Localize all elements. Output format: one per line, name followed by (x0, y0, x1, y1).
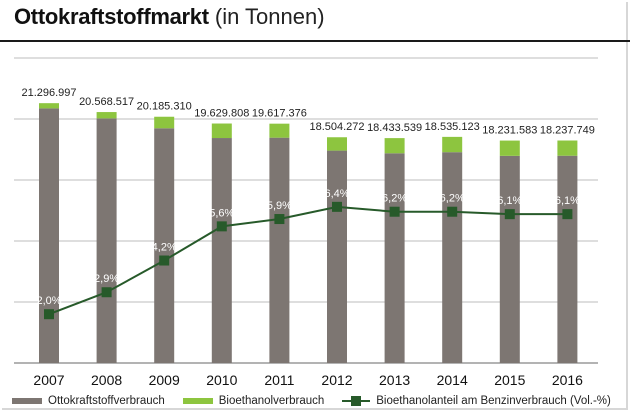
share-marker-2009 (159, 255, 170, 266)
total-label-2013: 18.433.539 (367, 122, 422, 134)
bar-fossil-2016 (557, 155, 578, 363)
share-marker-2013 (389, 206, 400, 217)
total-label-2016: 18.237.749 (540, 124, 595, 136)
bar-fossil-2008 (96, 118, 117, 363)
bar-fossil-2013 (384, 153, 405, 363)
legend-label-fossil: Ottokraftstoffverbrauch (48, 395, 165, 407)
bar-bio-2007 (39, 103, 59, 109)
share-label-2015: 6,1% (497, 195, 522, 207)
bar-bio-2012 (327, 137, 347, 151)
x-tick-label-2016: 2016 (552, 372, 583, 388)
legend-label-share: Bioethanolanteil am Benzinverbrauch (Vol… (376, 395, 611, 407)
total-label-2009: 20.185.310 (137, 101, 192, 113)
legend-item-fossil: Ottokraftstoffverbrauch (12, 395, 165, 407)
share-label-2011: 5,9% (267, 200, 292, 212)
bar-fossil-2009 (154, 128, 175, 363)
x-tick-label-2008: 2008 (91, 372, 122, 388)
share-marker-2012 (332, 201, 342, 212)
share-marker-2011 (274, 214, 285, 225)
x-tick-label-2013: 2013 (379, 372, 410, 388)
share-marker-2016 (562, 209, 573, 220)
total-label-2015: 18.231.583 (482, 125, 537, 137)
legend-item-share: Bioethanolanteil am Benzinverbrauch (Vol… (342, 395, 611, 407)
total-label-2010: 19.629.808 (194, 108, 249, 120)
bar-fossil-2007 (39, 108, 59, 363)
share-label-2012: 6,4% (324, 188, 349, 200)
share-label-2008: 2,9% (94, 273, 119, 285)
x-tick-label-2015: 2015 (494, 372, 525, 388)
legend-label-bio: Bioethanolverbrauch (218, 395, 325, 407)
x-tick-label-2014: 2014 (437, 372, 468, 388)
bar-bio-2013 (384, 138, 405, 154)
bar-bio-2009 (154, 116, 175, 129)
share-marker-2015 (504, 209, 515, 220)
share-label-2010: 5,6% (209, 207, 234, 219)
share-label-2009: 4,2% (152, 242, 177, 254)
total-label-2007: 21.296.997 (21, 87, 76, 99)
bar-fossil-2015 (499, 155, 520, 363)
x-tick-label-2007: 2007 (33, 372, 64, 388)
bar-bio-2015 (499, 140, 520, 156)
legend-swatch-share (342, 396, 371, 406)
bar-bio-2010 (211, 123, 232, 139)
x-tick-label-2010: 2010 (206, 372, 237, 388)
chart-title-main: Ottokraftstoffmarkt (14, 4, 209, 29)
share-label-2014: 6,2% (440, 193, 465, 205)
bar-bio-2016 (557, 140, 578, 156)
bar-fossil-2010 (211, 138, 232, 363)
bar-bio-2011 (269, 123, 290, 138)
title-divider (0, 40, 630, 42)
total-label-2014: 18.535.123 (425, 121, 480, 133)
share-marker-2007 (44, 309, 54, 320)
chart-title-unit: (in Tonnen) (214, 4, 325, 29)
legend-swatch-bio (182, 398, 213, 404)
bar-bio-2008 (96, 112, 117, 119)
share-label-2016: 6,1% (555, 195, 580, 207)
share-line (48, 205, 568, 316)
chart-legend: Ottokraftstoffverbrauch Bioethanolverbra… (12, 392, 629, 410)
total-label-2012: 18.504.272 (309, 121, 364, 133)
bar-fossil-2011 (269, 137, 290, 363)
share-label-2007: 2,0% (36, 295, 61, 307)
x-tick-label-2012: 2012 (321, 372, 352, 388)
bar-fossil-2014 (442, 152, 463, 363)
legend-swatch-fossil (12, 398, 42, 404)
total-label-2011: 19.617.376 (252, 108, 307, 120)
legend-item-bio: Bioethanolverbrauch (182, 395, 325, 407)
bar-bio-2014 (442, 136, 463, 153)
x-tick-label-2009: 2009 (149, 372, 180, 388)
bar-fossil-2012 (327, 150, 347, 363)
share-label-2013: 6,2% (382, 193, 407, 205)
total-label-2008: 20.568.517 (79, 96, 134, 108)
share-marker-2010 (216, 221, 227, 232)
share-marker-2008 (101, 287, 112, 298)
share-marker-2014 (447, 206, 458, 217)
chart-title: Ottokraftstoffmarkt (in Tonnen) (14, 4, 325, 30)
x-tick-label-2011: 2011 (264, 372, 294, 388)
